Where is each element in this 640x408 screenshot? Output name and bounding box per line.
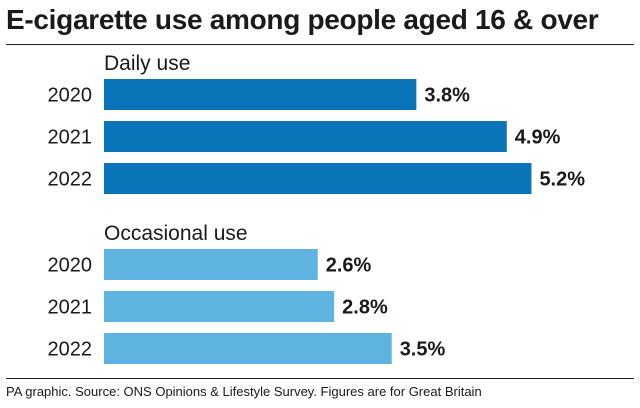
category-label-occasional-use-2020: 2020 <box>48 255 93 277</box>
bar-daily-use-2022 <box>104 163 532 194</box>
data-label-occasional-use-2020: 2.6% <box>326 255 372 277</box>
source-note: PA graphic. Source: ONS Opinions & Lifes… <box>6 384 482 399</box>
data-label-occasional-use-2022: 3.5% <box>400 339 446 361</box>
bar-occasional-use-2021 <box>104 291 335 322</box>
category-label-occasional-use-2021: 2021 <box>48 297 93 319</box>
title-divider <box>6 44 634 45</box>
bar-daily-use-2021 <box>104 121 507 152</box>
bar-daily-use-2020 <box>104 79 417 110</box>
footer-divider <box>6 378 634 379</box>
category-label-daily-use-2020: 2020 <box>48 85 93 107</box>
category-label-daily-use-2022: 2022 <box>48 169 93 191</box>
chart-title: E-cigarette use among people aged 16 & o… <box>6 4 599 35</box>
data-label-daily-use-2022: 5.2% <box>539 169 585 191</box>
bar-occasional-use-2022 <box>104 333 392 364</box>
data-label-daily-use-2021: 4.9% <box>515 127 561 149</box>
data-label-occasional-use-2021: 2.8% <box>342 297 388 319</box>
category-label-occasional-use-2022: 2022 <box>48 339 93 361</box>
bar-occasional-use-2020 <box>104 249 318 280</box>
category-label-daily-use-2021: 2021 <box>48 127 93 149</box>
series-heading-occasional-use: Occasional use <box>104 222 248 245</box>
series-heading-daily-use: Daily use <box>104 52 190 75</box>
data-label-daily-use-2020: 3.8% <box>424 85 470 107</box>
